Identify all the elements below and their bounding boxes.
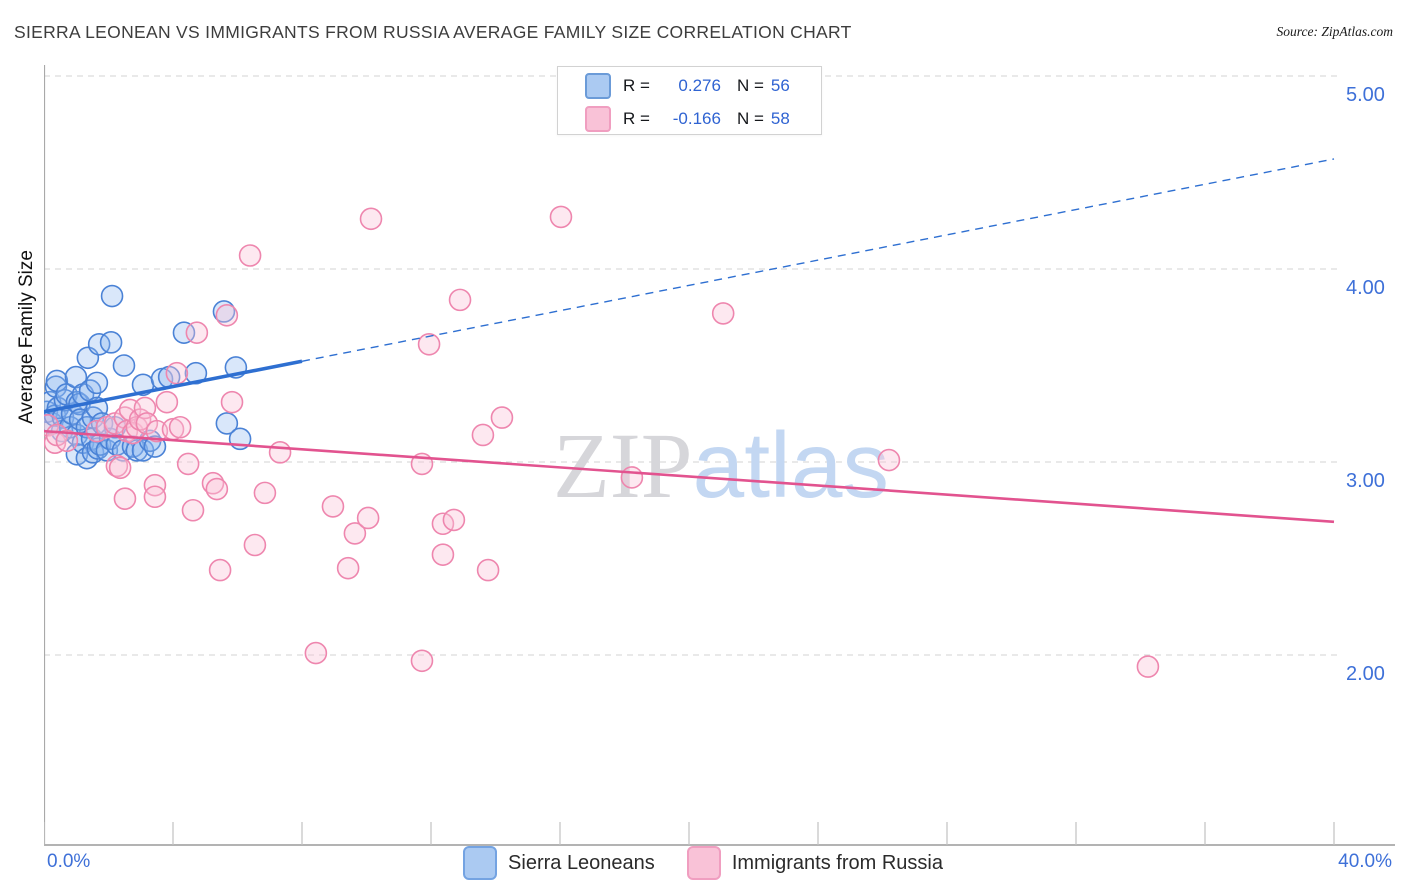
data-point-immigrants-from-russia[interactable]	[215, 304, 239, 327]
data-point-sierra-leoneans[interactable]	[85, 371, 109, 395]
header: SIERRA LEONEAN VS IMMIGRANTS FROM RUSSIA…	[0, 0, 1406, 52]
blue-series-swatch	[463, 846, 498, 880]
data-point-sierra-leoneans[interactable]	[215, 412, 239, 435]
data-point-immigrants-from-russia[interactable]	[1136, 655, 1160, 678]
data-point-immigrants-from-russia[interactable]	[321, 495, 345, 518]
r-value-blue: 0.276	[678, 76, 721, 95]
legend-row-blue: R = 0.276 N = 56	[585, 72, 821, 100]
r-label: R =	[623, 76, 650, 95]
y-axis-title: Average Family Size	[16, 250, 37, 424]
y-tick-label-2: 2.00	[1346, 663, 1385, 685]
data-point-immigrants-from-russia[interactable]	[253, 481, 277, 505]
data-point-sierra-leoneans[interactable]	[212, 300, 236, 323]
data-point-immigrants-from-russia[interactable]	[877, 448, 901, 472]
data-point-immigrants-from-russia[interactable]	[359, 207, 383, 231]
r-label: R =	[623, 109, 650, 128]
data-point-immigrants-from-russia[interactable]	[476, 558, 500, 582]
data-point-sierra-leoneans[interactable]	[99, 331, 123, 354]
y-tick-label-4: 4.00	[1346, 277, 1385, 299]
trend-line	[44, 429, 1335, 524]
data-point-immigrants-from-russia[interactable]	[185, 321, 209, 344]
data-point-immigrants-from-russia[interactable]	[113, 487, 137, 510]
r-value-pink: -0.166	[672, 109, 721, 128]
data-point-immigrants-from-russia[interactable]	[448, 288, 472, 312]
data-point-immigrants-from-russia[interactable]	[268, 441, 292, 464]
data-point-immigrants-from-russia[interactable]	[176, 452, 200, 476]
legend-item-sierra-leoneans[interactable]: Sierra Leoneans	[463, 846, 655, 880]
data-point-immigrants-from-russia[interactable]	[181, 498, 205, 522]
data-point-immigrants-from-russia[interactable]	[620, 466, 644, 489]
legend-item-immigrants-from-russia[interactable]: Immigrants from Russia	[686, 846, 943, 880]
data-point-immigrants-from-russia[interactable]	[410, 649, 434, 673]
blue-series-swatch	[585, 73, 611, 99]
y-tick-label-5: 5.00	[1346, 84, 1385, 106]
data-point-immigrants-from-russia[interactable]	[442, 508, 466, 532]
data-point-immigrants-from-russia[interactable]	[208, 558, 232, 582]
data-point-immigrants-from-russia[interactable]	[145, 419, 169, 443]
data-point-immigrants-from-russia[interactable]	[431, 543, 455, 566]
data-point-immigrants-from-russia[interactable]	[143, 485, 167, 509]
data-point-immigrants-from-russia[interactable]	[165, 361, 189, 385]
data-point-sierra-leoneans[interactable]	[172, 321, 196, 344]
data-point-immigrants-from-russia[interactable]	[243, 533, 267, 557]
data-point-immigrants-from-russia[interactable]	[143, 473, 167, 497]
data-point-immigrants-from-russia[interactable]	[549, 205, 573, 229]
source-attribution: Source: ZipAtlas.com	[1276, 24, 1393, 39]
n-label: N =	[736, 76, 764, 95]
data-point-immigrants-from-russia[interactable]	[343, 522, 367, 545]
legend-label: Sierra Leoneans	[508, 851, 655, 874]
x-tick-label-max: 40.0%	[1338, 851, 1392, 872]
legend-label: Immigrants from Russia	[731, 851, 943, 874]
zipatlas-watermark: ZIPatlas	[553, 413, 889, 518]
y-tick-label-3: 3.00	[1346, 470, 1385, 492]
trend-line	[44, 359, 303, 414]
n-value-blue: 56	[770, 76, 790, 95]
data-point-immigrants-from-russia[interactable]	[336, 556, 360, 580]
scatter-plot: ZIPatlas	[44, 65, 1395, 846]
pink-series-swatch	[686, 846, 721, 880]
data-point-immigrants-from-russia[interactable]	[108, 456, 132, 480]
data-point-immigrants-from-russia[interactable]	[205, 477, 229, 501]
data-point-sierra-leoneans[interactable]	[100, 284, 124, 308]
pink-series-swatch	[585, 106, 611, 132]
series-legend: Sierra Leoneans Immigrants from Russia	[0, 846, 1406, 880]
correlation-legend: R = 0.276 N = 56 R = -0.166 N = 58	[557, 66, 822, 135]
x-tick-label-min: 0.0%	[47, 851, 91, 872]
data-point-immigrants-from-russia[interactable]	[490, 406, 514, 429]
data-point-immigrants-from-russia[interactable]	[168, 415, 192, 439]
data-point-immigrants-from-russia[interactable]	[711, 302, 735, 325]
data-point-immigrants-from-russia[interactable]	[471, 423, 495, 447]
data-point-immigrants-from-russia[interactable]	[155, 390, 179, 414]
trend-line-extension	[301, 158, 1335, 362]
n-label: N =	[736, 109, 764, 128]
data-point-immigrants-from-russia[interactable]	[304, 641, 328, 665]
data-point-immigrants-from-russia[interactable]	[220, 390, 244, 414]
page-title: SIERRA LEONEAN VS IMMIGRANTS FROM RUSSIA…	[14, 22, 852, 42]
data-point-immigrants-from-russia[interactable]	[55, 429, 79, 453]
data-point-sierra-leoneans[interactable]	[112, 354, 136, 377]
data-point-immigrants-from-russia[interactable]	[417, 332, 441, 356]
legend-row-pink: R = -0.166 N = 58	[585, 105, 821, 133]
data-point-immigrants-from-russia[interactable]	[128, 408, 152, 431]
data-point-immigrants-from-russia[interactable]	[238, 244, 262, 267]
n-value-pink: 58	[770, 109, 790, 128]
data-point-immigrants-from-russia[interactable]	[356, 506, 380, 530]
